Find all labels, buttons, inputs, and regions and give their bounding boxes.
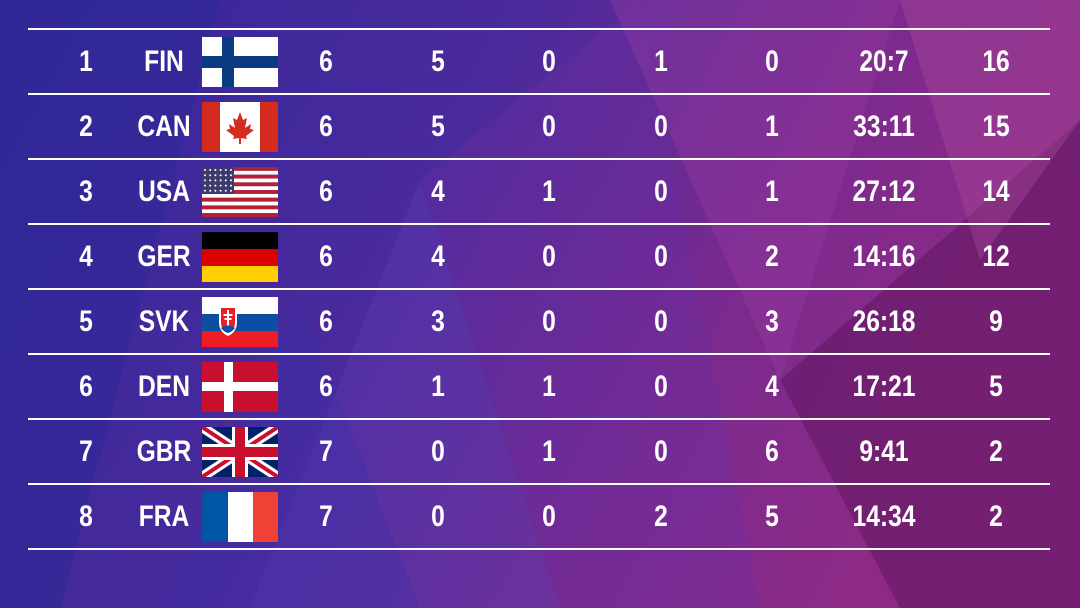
rank-cell: 2 bbox=[79, 110, 93, 143]
overtime-wins: 1 bbox=[542, 435, 556, 468]
team-code: USA bbox=[138, 175, 190, 208]
uk-flag bbox=[202, 427, 278, 477]
team-code: DEN bbox=[138, 370, 190, 403]
overtime-wins: 0 bbox=[542, 45, 556, 78]
points: 5 bbox=[989, 370, 1003, 403]
standings-table: 1 FIN 6 5 0 1 0 20:7 16 2 CAN 6 5 0 0 1 33:11 15 3 USA 6 4 1 0 1… bbox=[28, 28, 1050, 550]
overtime-wins: 0 bbox=[542, 305, 556, 338]
goal-ratio: 20:7 bbox=[859, 45, 909, 78]
wins: 5 bbox=[431, 110, 445, 143]
goal-ratio: 14:16 bbox=[852, 240, 916, 273]
games-played: 6 bbox=[319, 240, 333, 273]
losses: 6 bbox=[765, 435, 779, 468]
losses: 0 bbox=[765, 45, 779, 78]
games-played: 6 bbox=[319, 110, 333, 143]
points: 14 bbox=[982, 175, 1010, 208]
team-code: GER bbox=[137, 240, 191, 273]
goal-ratio: 17:21 bbox=[852, 370, 916, 403]
team-code: GBR bbox=[136, 435, 192, 468]
points: 16 bbox=[982, 45, 1010, 78]
overtime-losses: 1 bbox=[654, 45, 668, 78]
overtime-losses: 0 bbox=[654, 370, 668, 403]
overtime-losses: 0 bbox=[654, 110, 668, 143]
wins: 1 bbox=[431, 370, 445, 403]
wins: 0 bbox=[431, 500, 445, 533]
overtime-losses: 0 bbox=[654, 175, 668, 208]
team-code: SVK bbox=[138, 305, 190, 338]
wins: 0 bbox=[431, 435, 445, 468]
finland-flag bbox=[202, 37, 278, 87]
goal-ratio: 9:41 bbox=[859, 435, 909, 468]
losses: 2 bbox=[765, 240, 779, 273]
rank-cell: 8 bbox=[79, 500, 93, 533]
rank-cell: 4 bbox=[79, 240, 93, 273]
overtime-wins: 1 bbox=[542, 370, 556, 403]
rank-cell: 5 bbox=[79, 305, 93, 338]
losses: 1 bbox=[765, 110, 779, 143]
france-flag bbox=[202, 492, 278, 542]
overtime-losses: 0 bbox=[654, 305, 668, 338]
table-row: 8 FRA 7 0 0 2 5 14:34 2 bbox=[28, 485, 1050, 550]
rank-cell: 3 bbox=[79, 175, 93, 208]
losses: 4 bbox=[765, 370, 779, 403]
wins: 4 bbox=[431, 240, 445, 273]
games-played: 6 bbox=[319, 175, 333, 208]
goal-ratio: 33:11 bbox=[853, 110, 915, 143]
losses: 3 bbox=[765, 305, 779, 338]
points: 2 bbox=[989, 500, 1003, 533]
rank-cell: 6 bbox=[79, 370, 93, 403]
slovakia-flag bbox=[202, 297, 278, 347]
rank-cell: 1 bbox=[79, 45, 93, 78]
overtime-losses: 0 bbox=[654, 240, 668, 273]
overtime-losses: 2 bbox=[654, 500, 668, 533]
wins: 5 bbox=[431, 45, 445, 78]
overtime-wins: 0 bbox=[542, 110, 556, 143]
games-played: 6 bbox=[319, 45, 333, 78]
team-code: FIN bbox=[144, 45, 184, 78]
goal-ratio: 27:12 bbox=[852, 175, 916, 208]
table-row: 2 CAN 6 5 0 0 1 33:11 15 bbox=[28, 95, 1050, 160]
germany-flag bbox=[202, 232, 278, 282]
points: 12 bbox=[982, 240, 1010, 273]
games-played: 7 bbox=[319, 435, 333, 468]
overtime-wins: 0 bbox=[542, 500, 556, 533]
overtime-wins: 0 bbox=[542, 240, 556, 273]
team-code: FRA bbox=[138, 500, 190, 533]
rank-cell: 7 bbox=[79, 435, 93, 468]
games-played: 6 bbox=[319, 305, 333, 338]
losses: 1 bbox=[765, 175, 779, 208]
overtime-losses: 0 bbox=[654, 435, 668, 468]
denmark-flag bbox=[202, 362, 278, 412]
points: 2 bbox=[989, 435, 1003, 468]
losses: 5 bbox=[765, 500, 779, 533]
points: 9 bbox=[989, 305, 1003, 338]
canada-flag bbox=[202, 102, 278, 152]
table-row: 3 USA 6 4 1 0 1 27:12 14 bbox=[28, 160, 1050, 225]
table-row: 7 GBR 7 0 1 0 6 9:41 2 bbox=[28, 420, 1050, 485]
table-row: 5 SVK 6 3 0 0 3 26:18 9 bbox=[28, 290, 1050, 355]
overtime-wins: 1 bbox=[542, 175, 556, 208]
table-row: 4 GER 6 4 0 0 2 14:16 12 bbox=[28, 225, 1050, 290]
team-code: CAN bbox=[137, 110, 191, 143]
table-row: 6 DEN 6 1 1 0 4 17:21 5 bbox=[28, 355, 1050, 420]
points: 15 bbox=[982, 110, 1010, 143]
goal-ratio: 14:34 bbox=[852, 500, 916, 533]
wins: 3 bbox=[431, 305, 445, 338]
usa-flag bbox=[202, 167, 278, 217]
games-played: 7 bbox=[319, 500, 333, 533]
table-row: 1 FIN 6 5 0 1 0 20:7 16 bbox=[28, 30, 1050, 95]
goal-ratio: 26:18 bbox=[852, 305, 916, 338]
games-played: 6 bbox=[319, 370, 333, 403]
wins: 4 bbox=[431, 175, 445, 208]
